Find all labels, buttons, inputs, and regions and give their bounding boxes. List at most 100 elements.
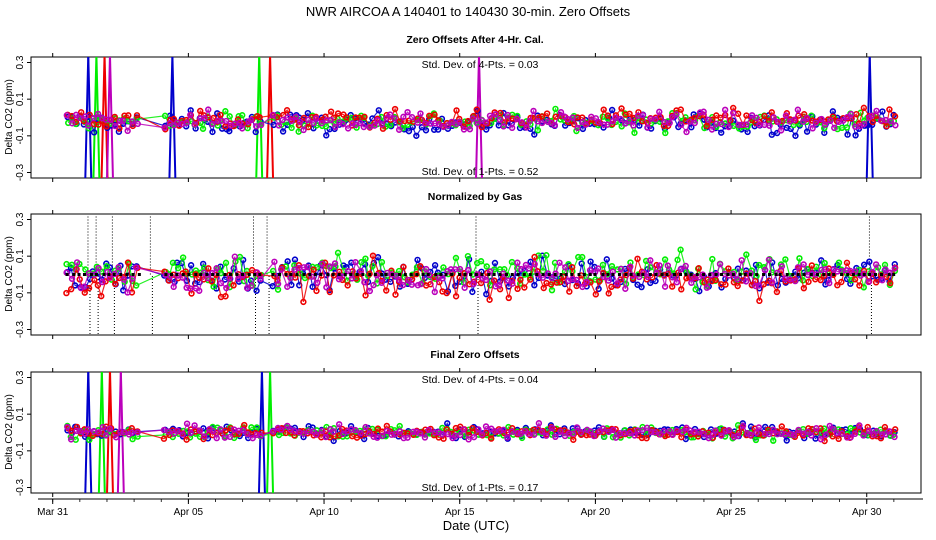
gas-mean-point bbox=[102, 273, 106, 276]
data-point bbox=[191, 422, 198, 429]
data-point bbox=[787, 431, 794, 438]
gas-mean-point bbox=[199, 273, 203, 276]
data-point bbox=[556, 259, 563, 266]
data-point bbox=[612, 434, 620, 441]
data-point bbox=[508, 424, 516, 432]
data-point bbox=[322, 433, 330, 441]
data-point bbox=[547, 281, 555, 288]
data-point bbox=[527, 114, 534, 122]
data-point bbox=[444, 430, 452, 438]
gas-mean-point bbox=[559, 273, 563, 276]
data-point bbox=[781, 431, 789, 438]
y-tick-label: 0.3 bbox=[15, 370, 26, 384]
gas-mean-point bbox=[887, 273, 891, 276]
data-point bbox=[795, 426, 802, 434]
data-point bbox=[820, 425, 828, 432]
data-point bbox=[90, 114, 97, 122]
data-point bbox=[872, 261, 880, 268]
data-point bbox=[752, 436, 760, 444]
data-point bbox=[124, 127, 131, 135]
data-point bbox=[525, 265, 532, 272]
data-point bbox=[439, 275, 446, 282]
data-point bbox=[357, 119, 364, 127]
data-point bbox=[344, 282, 351, 289]
data-point bbox=[222, 293, 229, 300]
gas-mean-point bbox=[636, 273, 640, 276]
data-point bbox=[469, 288, 476, 296]
data-point bbox=[527, 276, 534, 283]
data-point bbox=[638, 283, 645, 291]
data-point bbox=[595, 118, 602, 126]
data-point bbox=[879, 431, 886, 438]
data-point bbox=[226, 433, 234, 441]
data-point bbox=[521, 271, 529, 278]
data-point bbox=[465, 436, 472, 443]
gas-mean-point bbox=[577, 273, 581, 276]
data-point bbox=[435, 274, 442, 282]
data-point bbox=[312, 115, 320, 122]
data-point bbox=[111, 122, 119, 130]
data-point bbox=[856, 422, 863, 429]
data-point bbox=[284, 258, 291, 265]
gas-mean-point bbox=[547, 273, 551, 276]
data-point bbox=[375, 107, 383, 114]
data-point bbox=[417, 110, 424, 117]
data-point bbox=[125, 112, 132, 119]
data-point bbox=[530, 431, 538, 438]
data-point bbox=[422, 127, 430, 134]
data-point bbox=[431, 111, 438, 118]
gas-mean-point bbox=[726, 273, 730, 276]
data-point bbox=[474, 120, 481, 127]
data-point bbox=[482, 276, 490, 284]
data-point bbox=[486, 296, 493, 303]
gas-mean-point bbox=[107, 273, 111, 276]
data-point bbox=[200, 269, 208, 276]
data-point bbox=[622, 285, 629, 292]
data-point bbox=[217, 426, 224, 433]
data-point bbox=[635, 109, 642, 116]
data-point bbox=[244, 430, 251, 438]
gas-mean-point bbox=[510, 273, 514, 276]
data-point bbox=[166, 116, 174, 124]
data-point bbox=[666, 119, 673, 127]
gas-mean-point bbox=[258, 273, 262, 276]
data-point bbox=[318, 119, 325, 127]
data-point bbox=[423, 265, 430, 273]
data-point bbox=[252, 128, 259, 136]
gas-mean-point bbox=[384, 273, 388, 276]
data-point bbox=[269, 111, 277, 119]
gas-mean-point bbox=[426, 273, 430, 276]
data-point bbox=[564, 118, 572, 126]
x-axis: Mar 31 Apr 05 Apr 10 Apr 15 Apr 20 Apr 25 Apr … bbox=[37, 498, 923, 518]
gas-mean-point bbox=[319, 273, 323, 276]
data-point bbox=[391, 115, 398, 122]
data-point bbox=[284, 422, 291, 430]
data-point bbox=[664, 262, 672, 269]
data-point bbox=[794, 106, 802, 113]
data-point bbox=[327, 116, 334, 124]
data-point bbox=[288, 117, 295, 125]
data-point bbox=[883, 122, 890, 130]
data-point bbox=[677, 266, 684, 273]
gas-mean-point bbox=[809, 273, 813, 276]
data-point bbox=[656, 108, 663, 116]
data-point bbox=[239, 125, 246, 132]
data-point bbox=[608, 283, 615, 291]
gas-mean-point bbox=[678, 273, 682, 276]
data-point bbox=[309, 283, 316, 290]
data-point bbox=[95, 429, 102, 436]
data-point bbox=[599, 261, 607, 269]
data-point bbox=[540, 284, 547, 292]
data-point bbox=[226, 113, 233, 120]
data-point bbox=[583, 278, 590, 286]
data-point bbox=[395, 126, 403, 133]
data-point bbox=[747, 431, 754, 438]
gas-mean-point bbox=[119, 273, 123, 276]
data-point bbox=[174, 427, 181, 435]
data-point bbox=[573, 424, 581, 431]
data-point bbox=[67, 286, 75, 293]
data-point bbox=[688, 434, 695, 441]
data-point bbox=[860, 270, 867, 278]
data-point bbox=[201, 433, 208, 440]
